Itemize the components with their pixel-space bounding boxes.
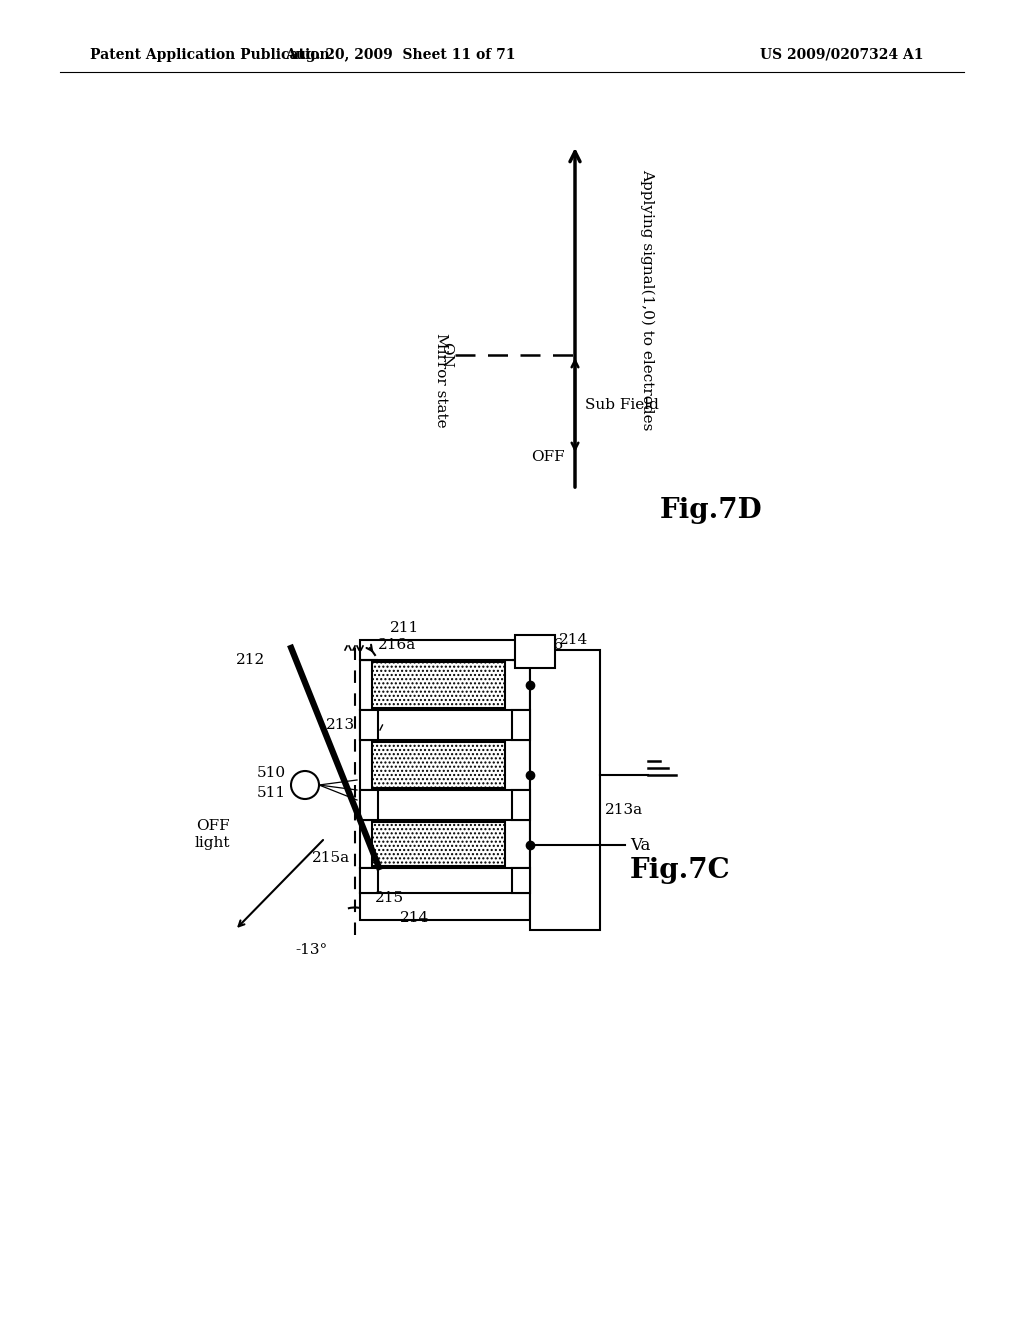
Text: OFF: OFF [531, 450, 565, 465]
Text: Mirror state: Mirror state [434, 333, 449, 428]
Text: ON: ON [439, 342, 453, 368]
Text: 215: 215 [375, 891, 404, 906]
Text: 213: 213 [326, 718, 355, 733]
Text: Va: Va [630, 837, 650, 854]
Text: 511: 511 [257, 785, 286, 800]
Text: 216: 216 [535, 638, 564, 652]
Text: Aug. 20, 2009  Sheet 11 of 71: Aug. 20, 2009 Sheet 11 of 71 [285, 48, 515, 62]
Text: Patent Application Publication: Patent Application Publication [90, 48, 330, 62]
Bar [360, 710, 378, 741]
Text: 212: 212 [236, 653, 265, 667]
Text: 216a: 216a [378, 638, 416, 652]
Text: 214: 214 [559, 634, 588, 647]
Text: light: light [195, 836, 230, 850]
Bar [360, 789, 378, 820]
Bar [360, 869, 378, 894]
Text: Sub Field: Sub Field [585, 399, 658, 412]
Text: -13°: -13° [295, 942, 328, 957]
Bar [372, 742, 505, 788]
Bar [360, 741, 530, 789]
Bar [360, 894, 530, 920]
Bar [515, 635, 555, 668]
Text: Fig.7D: Fig.7D [660, 496, 763, 524]
Bar [512, 789, 530, 820]
Bar [372, 822, 505, 866]
Bar [360, 660, 530, 710]
Text: 215a: 215a [312, 851, 350, 865]
Text: Fig.7C: Fig.7C [630, 857, 731, 883]
Text: 211: 211 [390, 620, 419, 635]
Bar [530, 649, 600, 931]
Text: OFF: OFF [197, 818, 230, 833]
Text: 510: 510 [257, 766, 286, 780]
Bar [360, 820, 530, 869]
Bar [360, 640, 530, 660]
Text: 214: 214 [400, 911, 429, 925]
Text: US 2009/0207324 A1: US 2009/0207324 A1 [760, 48, 924, 62]
Bar [512, 869, 530, 894]
Text: 213a: 213a [605, 803, 643, 817]
Bar [512, 710, 530, 741]
Text: Applying signal(1,0) to electrodes: Applying signal(1,0) to electrodes [640, 169, 654, 430]
Bar [372, 663, 505, 708]
